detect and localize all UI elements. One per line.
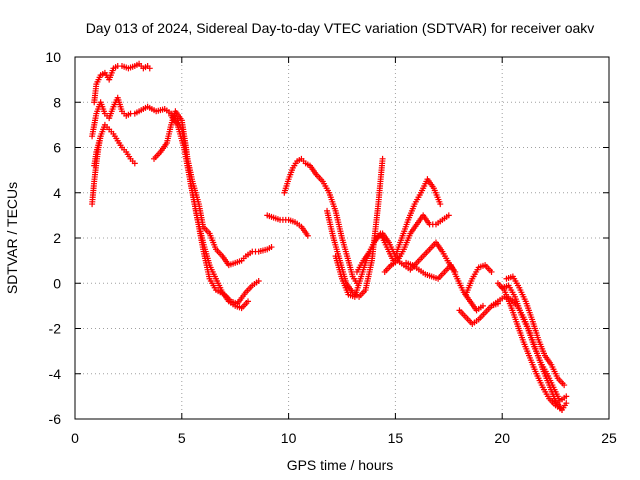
series-sat-e (151, 108, 262, 307)
y-tick-label: 8 (53, 94, 61, 110)
series-sat-r (499, 282, 570, 404)
data-point (97, 133, 104, 140)
x-tick-label: 0 (71, 430, 79, 446)
x-axis-label: GPS time / hours (287, 457, 394, 473)
series-sat-i (324, 155, 386, 300)
data-point (131, 160, 138, 167)
y-tick-label: 2 (53, 230, 61, 246)
x-tick-label: 25 (601, 430, 617, 446)
data-point (563, 393, 570, 400)
series-sat-p (462, 262, 495, 298)
series-sat-a (91, 60, 153, 106)
data-point (445, 212, 452, 219)
series-sat-h (281, 155, 360, 287)
data-point (563, 400, 570, 407)
data-point (268, 244, 275, 251)
axis-ticks: 0 5 10 15 20 25 -6 -4 -2 0 2 4 6 8 10 (45, 49, 617, 446)
series-sat-s (503, 273, 568, 389)
series-sat-n (403, 259, 486, 314)
data-point (255, 277, 262, 284)
data-point (561, 382, 568, 389)
x-tick-label: 20 (494, 430, 510, 446)
data-point (304, 232, 311, 239)
y-tick-label: -4 (49, 366, 62, 382)
series-sat-g (264, 212, 311, 239)
data-point (479, 302, 486, 309)
data-point (379, 155, 386, 162)
x-tick-label: 10 (281, 430, 297, 446)
data-point (488, 268, 495, 275)
x-tick-label: 5 (178, 430, 186, 446)
series-sat-f (168, 112, 252, 312)
data-point (146, 65, 153, 72)
series-sat-k (353, 176, 444, 275)
data-point (437, 201, 444, 208)
y-tick-label: 10 (45, 49, 61, 65)
y-tick-label: 4 (53, 185, 61, 201)
x-tick-label: 15 (388, 430, 404, 446)
data-points (89, 60, 570, 413)
y-tick-label: -2 (49, 321, 62, 337)
series-sat-t (494, 280, 570, 413)
data-point (245, 298, 252, 305)
y-tick-label: 6 (53, 140, 61, 156)
chart-title: Day 013 of 2024, Sidereal Day-to-day VTE… (86, 20, 595, 36)
y-tick-label: -6 (49, 411, 62, 427)
y-tick-label: 0 (53, 275, 61, 291)
series-sat-d (89, 133, 104, 208)
y-axis-label: SDTVAR / TECUs (4, 182, 20, 294)
